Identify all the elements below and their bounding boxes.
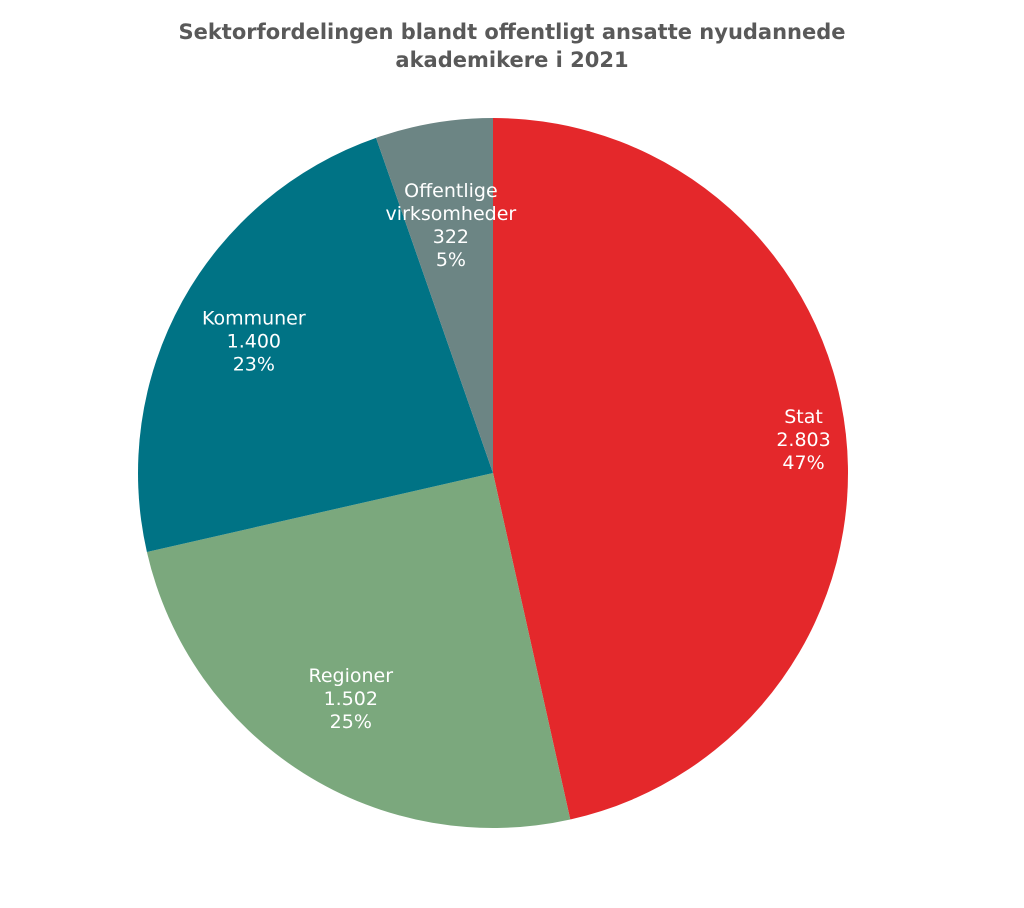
slice-label-line: 5% [436, 249, 466, 271]
pie-labels: Stat 2.803 47% Regioner 1.502 25% Kommuner 1.40… [202, 180, 831, 733]
pie-slice-offentlige-virksomheder [376, 118, 493, 473]
slice-label-line: 1.502 [324, 688, 378, 710]
chart-title-line-2: akademikere i 2021 [395, 48, 629, 72]
slice-label-line: Regioner [309, 665, 394, 687]
pie-slice-stat [493, 118, 848, 820]
slice-label-line: 322 [433, 226, 469, 248]
slice-label-line: Offentlige [404, 180, 498, 202]
slice-label-line: 2.803 [776, 429, 830, 451]
slice-label-kommuner: Kommuner 1.400 23% [202, 308, 306, 376]
pie-slice-kommuner [138, 137, 494, 552]
chart-title-line-1: Sektorfordelingen blandt offentligt ansa… [178, 20, 846, 44]
slice-label-line: 1.400 [227, 331, 281, 353]
slice-label-offentlige-virksomheder: Offentlige virksomheder 322 5% [386, 180, 517, 271]
slice-label-line: 47% [782, 452, 824, 474]
pie-slices [138, 118, 848, 828]
slice-label-regioner: Regioner 1.502 25% [309, 665, 394, 733]
slice-label-stat: Stat 2.803 47% [776, 406, 830, 474]
slice-label-line: 25% [330, 711, 372, 733]
slice-label-line: 23% [233, 354, 275, 376]
chart-title: Sektorfordelingen blandt offentligt ansa… [0, 18, 1024, 74]
slice-label-line: Stat [784, 406, 823, 428]
slice-label-line: Kommuner [202, 308, 306, 330]
pie-slice-regioner [146, 473, 571, 828]
slice-label-line: virksomheder [386, 203, 517, 225]
